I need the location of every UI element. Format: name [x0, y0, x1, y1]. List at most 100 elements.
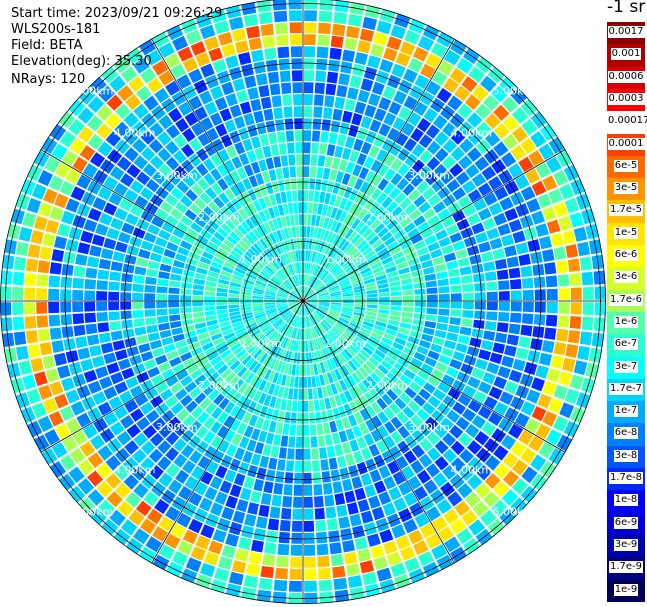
ray-gate — [426, 156, 441, 171]
ray-gate — [119, 198, 133, 212]
ray-gate — [369, 335, 381, 345]
ray-gate — [433, 114, 448, 130]
ray-gate — [354, 355, 365, 366]
ray-gate — [366, 254, 378, 263]
ray-gate — [418, 388, 432, 401]
ray-gate — [459, 138, 474, 154]
ray-gate — [397, 148, 410, 162]
ray-gate — [233, 363, 244, 375]
ray-gate — [508, 219, 523, 233]
ray-gate — [294, 275, 299, 286]
ray-gate — [480, 340, 494, 351]
ray-gate — [303, 484, 313, 496]
ray-gate — [172, 259, 185, 269]
ray-gate — [175, 469, 189, 484]
ray-gate — [257, 275, 269, 283]
colorbar-label: 6e-9 — [613, 516, 639, 529]
ray-gate — [96, 301, 108, 311]
ray-gate — [246, 25, 260, 39]
ray-gate — [236, 194, 247, 207]
ray-gate — [329, 344, 337, 356]
ray-gate — [289, 568, 302, 580]
colorbar-label: 0.0003 — [607, 92, 645, 105]
ray-gate — [456, 371, 470, 384]
ray-gate — [108, 192, 123, 206]
ray-gate — [220, 243, 232, 253]
ray-gate — [244, 275, 256, 283]
ray-gate — [268, 420, 277, 433]
ray-gate — [287, 388, 294, 400]
ray-gate — [444, 49, 461, 66]
ray-gate — [332, 407, 341, 420]
ray-gate — [141, 474, 157, 490]
ray-gate — [475, 231, 488, 244]
ray-gate — [338, 238, 347, 250]
ray-gate — [309, 226, 315, 238]
ray-gate — [328, 530, 340, 543]
ray-gate — [331, 265, 341, 275]
ray-gate — [176, 221, 189, 233]
ray-gate — [140, 240, 154, 251]
ray-gate — [577, 345, 590, 361]
ray-gate — [349, 189, 359, 201]
ray-gate — [230, 317, 243, 324]
ray-gate — [121, 273, 133, 283]
ray-gate — [292, 290, 301, 299]
ray-gate — [253, 309, 265, 314]
ray-gate — [229, 215, 240, 227]
ray-gate — [303, 286, 306, 298]
ray-gate — [449, 276, 461, 285]
ray-gate — [132, 448, 147, 464]
ray-gate — [351, 317, 363, 324]
ray-gate — [457, 103, 473, 119]
ray-gate — [557, 315, 570, 328]
ray-gate — [359, 395, 370, 408]
ray-gate — [484, 271, 497, 281]
ray-gate — [392, 251, 404, 260]
ray-gate — [303, 400, 309, 412]
ray-gate — [290, 276, 297, 287]
ray-gate — [205, 74, 219, 89]
ray-gate — [300, 274, 303, 286]
ray-gate — [442, 395, 456, 408]
ray-gate — [374, 368, 385, 379]
ray-gate — [269, 358, 277, 370]
ray-gate — [136, 171, 151, 186]
colorbar-cell: 3e-8 — [607, 445, 645, 469]
ray-gate — [194, 197, 207, 210]
ray-gate — [45, 219, 60, 234]
ray-gate — [370, 43, 385, 58]
ray-gate — [98, 332, 112, 344]
ray-gate — [349, 439, 360, 452]
ray-gate — [325, 278, 336, 286]
colorbar-cell: 1e-6 — [607, 311, 645, 335]
ray-gate — [304, 304, 308, 316]
ray-gate — [158, 42, 175, 58]
ray-gate — [91, 234, 105, 247]
ray-gate — [304, 286, 309, 298]
ray-gate — [553, 202, 568, 218]
ray-gate — [230, 405, 241, 418]
ray-gate — [467, 213, 481, 226]
ray-gate — [267, 71, 280, 84]
ray-gate — [238, 382, 249, 394]
ray-gate — [299, 262, 302, 274]
ray-gate — [109, 321, 122, 331]
ray-gate — [311, 277, 318, 288]
ray-gate — [287, 264, 293, 276]
ray-gate — [135, 500, 152, 517]
ray-gate — [365, 458, 377, 472]
ray-gate — [266, 311, 278, 317]
ray-gate — [346, 267, 358, 275]
ray-gate — [157, 131, 172, 146]
ray-gate — [405, 341, 418, 351]
ray-gate — [216, 380, 228, 392]
radial-line — [302, 38, 455, 302]
ray-gate — [297, 286, 302, 298]
ray-gate — [61, 210, 75, 225]
ray-gate — [116, 156, 132, 171]
colorbar-cell: 0.0017 — [607, 22, 645, 45]
ray-gate — [527, 350, 541, 363]
ray-gate — [362, 321, 374, 328]
ray-gate — [232, 321, 244, 328]
